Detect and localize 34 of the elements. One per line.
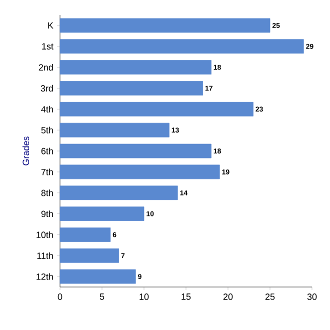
bar <box>60 18 270 33</box>
bar <box>60 81 203 96</box>
y-tick-label: 11th <box>37 252 53 259</box>
x-tick-label: 15 <box>182 294 191 300</box>
y-tick-label: 8th <box>41 190 53 196</box>
bar <box>60 164 220 180</box>
bar <box>60 186 178 200</box>
y-tick-label: 6th <box>41 148 53 154</box>
y-tick-label: 10th <box>36 231 53 238</box>
y-tick-label: 2nd <box>38 64 53 71</box>
bar <box>60 248 119 263</box>
y-tick-label: 9th <box>41 210 53 218</box>
x-tick-label: 25 <box>265 294 275 300</box>
y-tick-label: 5th <box>41 126 53 134</box>
y-tick-label: 4th <box>41 106 53 112</box>
x-tick-label: 0 <box>58 294 62 300</box>
x-tick-label: 5 <box>100 294 104 300</box>
y-tick-label: 1st <box>42 43 54 50</box>
bar <box>60 122 170 138</box>
x-tick-label: 30 <box>307 294 317 300</box>
y-axis-title: Grades <box>22 136 30 166</box>
x-tick-label: 20 <box>223 294 233 300</box>
bar <box>60 39 304 54</box>
y-tick-label: 12th <box>36 273 53 280</box>
y-tick-label: 7th <box>41 168 53 176</box>
bar <box>60 144 212 158</box>
y-tick-label: K <box>48 22 54 29</box>
bar <box>60 60 212 75</box>
bar <box>60 227 111 242</box>
y-tick-label: 3rd <box>40 84 53 92</box>
bar <box>60 206 144 221</box>
bar <box>60 269 136 284</box>
bar <box>60 102 254 116</box>
x-tick-label: 10 <box>140 294 149 300</box>
